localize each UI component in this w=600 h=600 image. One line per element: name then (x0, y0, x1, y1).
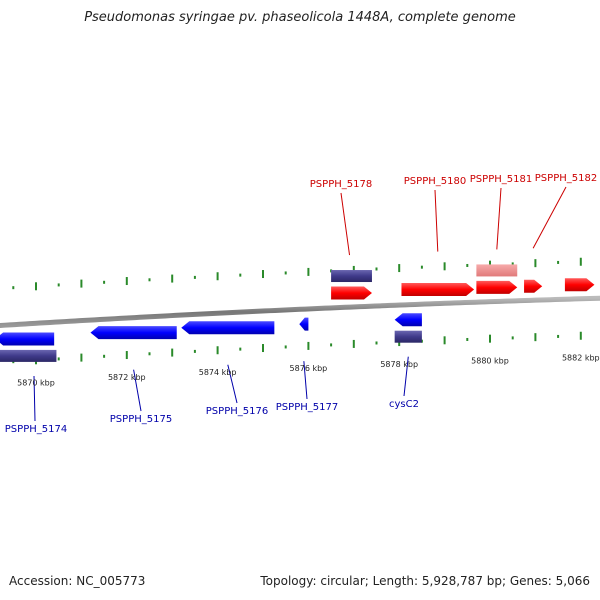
scale-label: 5874 kbp (199, 368, 237, 377)
scale-label: 5878 kbp (380, 360, 418, 369)
forward-gene-arrow[interactable] (331, 286, 372, 300)
map-title: Pseudomonas syringae pv. phaseolicola 14… (84, 10, 516, 25)
forward-feature-bar (476, 264, 518, 277)
reverse-gene-arrow[interactable] (181, 321, 275, 335)
reverse-gene-leader (33, 375, 36, 422)
reverse-gene-leader (133, 369, 142, 412)
forward-gene-label[interactable]: PSPPH_5181 (470, 174, 532, 185)
reverse-feature-bar (394, 330, 422, 343)
topology-text: Topology: circular; Length: 5,928,787 bp… (260, 574, 590, 588)
reverse-gene-label[interactable]: cysC2 (389, 399, 419, 410)
forward-feature-bar (331, 270, 372, 283)
gene-labels: PSPPH_5178 PSPPH_5180 PSPPH_5181 PSPPH_5182… (5, 173, 597, 435)
scale-label: 5872 kbp (108, 373, 146, 382)
forward-gene-leader (532, 186, 567, 249)
reverse-gene-leader (227, 364, 238, 404)
reverse-feature-bar (0, 349, 57, 362)
scale-label: 5882 kbp (562, 354, 600, 363)
feature-bars (0, 264, 518, 362)
genome-backbone (0, 295, 600, 329)
reverse-gene-label[interactable]: PSPPH_5175 (110, 414, 172, 425)
forward-gene-label[interactable]: PSPPH_5180 (404, 176, 466, 187)
scale-label: 5870 kbp (17, 378, 55, 387)
reverse-gene-label[interactable]: PSPPH_5176 (206, 406, 268, 417)
forward-gene-label[interactable]: PSPPH_5178 (310, 179, 372, 190)
forward-gene-leader (340, 192, 351, 256)
reverse-gene-label[interactable]: PSPPH_5177 (276, 402, 338, 413)
forward-gene-arrow[interactable] (401, 283, 475, 297)
forward-gene-leader (434, 189, 439, 252)
forward-gene-arrow[interactable] (476, 280, 518, 294)
reverse-gene-leader (403, 356, 409, 397)
scale-label: 5876 kbp (290, 364, 328, 373)
reverse-gene-arrow[interactable] (90, 326, 177, 340)
scale-labels: 5870 kbp 5872 kbp 5874 kbp 5876 kbp 5878 kbp… (17, 354, 600, 388)
reverse-gene-arrow[interactable] (394, 313, 422, 327)
reverse-gene-label[interactable]: PSPPH_5174 (5, 424, 67, 435)
gene-arrows (0, 278, 595, 346)
scale-label: 5880 kbp (471, 357, 509, 366)
forward-gene-arrow[interactable] (564, 278, 595, 292)
forward-gene-arrow[interactable] (524, 279, 543, 293)
reverse-gene-arrow[interactable] (299, 317, 309, 331)
forward-gene-label[interactable]: PSPPH_5182 (535, 173, 597, 184)
reverse-gene-arrow[interactable] (0, 332, 55, 346)
forward-gene-leader (496, 187, 502, 250)
reverse-gene-leader (303, 361, 308, 400)
accession-text: Accession: NC_005773 (9, 574, 146, 588)
